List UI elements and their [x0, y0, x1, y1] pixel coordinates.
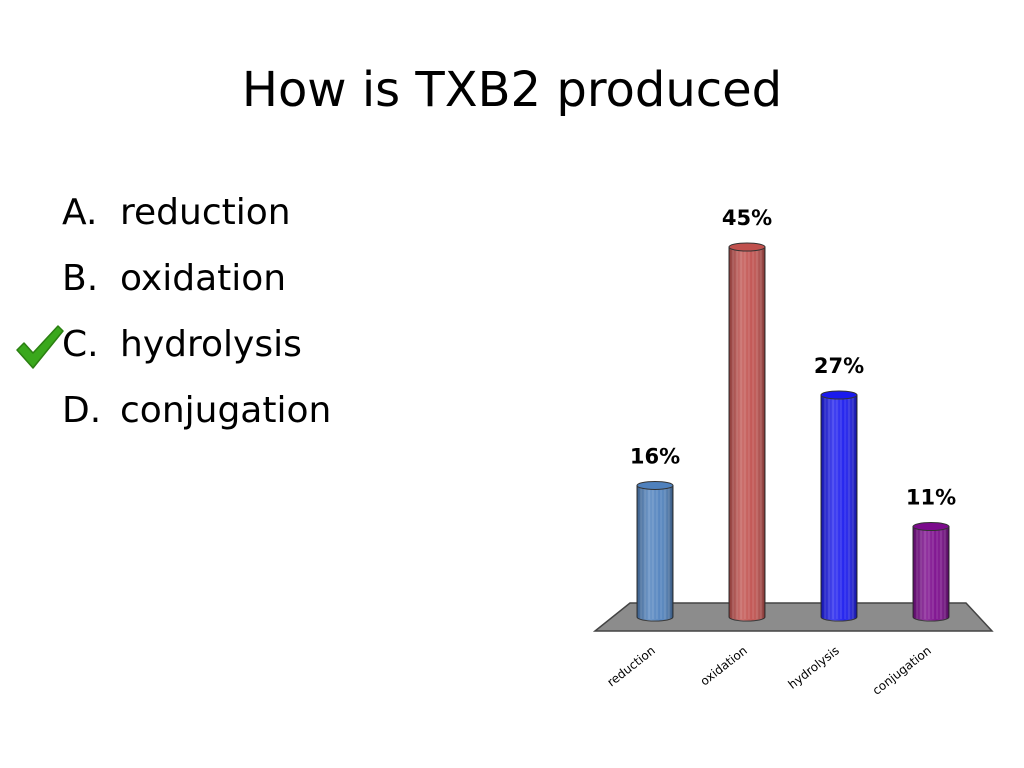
answer-text: reduction [120, 192, 291, 233]
checkmark-icon [16, 325, 64, 369]
slide-title: How is TXB2 produced [241, 62, 783, 118]
bar-reduction [636, 480, 674, 622]
answer-option: D. conjugation [62, 388, 331, 454]
category-tick-label: conjugation [870, 643, 934, 697]
value-label: 45% [722, 206, 772, 230]
category-tick-label: oxidation [698, 643, 750, 688]
value-label: 16% [630, 444, 680, 468]
answer-option: C. hydrolysis [62, 322, 331, 388]
category-tick-label: reduction [604, 643, 657, 689]
answer-letter: D. [62, 390, 102, 431]
answer-list: A. reduction B. oxidation C. hydrolysis D. c… [62, 190, 331, 454]
bar-conjugation [912, 522, 950, 622]
bar-hydrolysis [820, 390, 858, 622]
answer-letter: C. [62, 324, 99, 365]
answer-text: hydrolysis [120, 324, 302, 365]
answer-letter: A. [62, 192, 98, 233]
answer-option: B. oxidation [62, 256, 331, 322]
answer-text: oxidation [120, 258, 287, 299]
answer-text: conjugation [120, 390, 332, 431]
category-tick-label: hydrolysis [785, 643, 841, 691]
value-label: 11% [906, 486, 956, 510]
answer-option: A. reduction [62, 190, 331, 256]
bar-oxidation [728, 242, 766, 622]
answer-letter: B. [62, 258, 99, 299]
value-label: 27% [814, 354, 864, 378]
